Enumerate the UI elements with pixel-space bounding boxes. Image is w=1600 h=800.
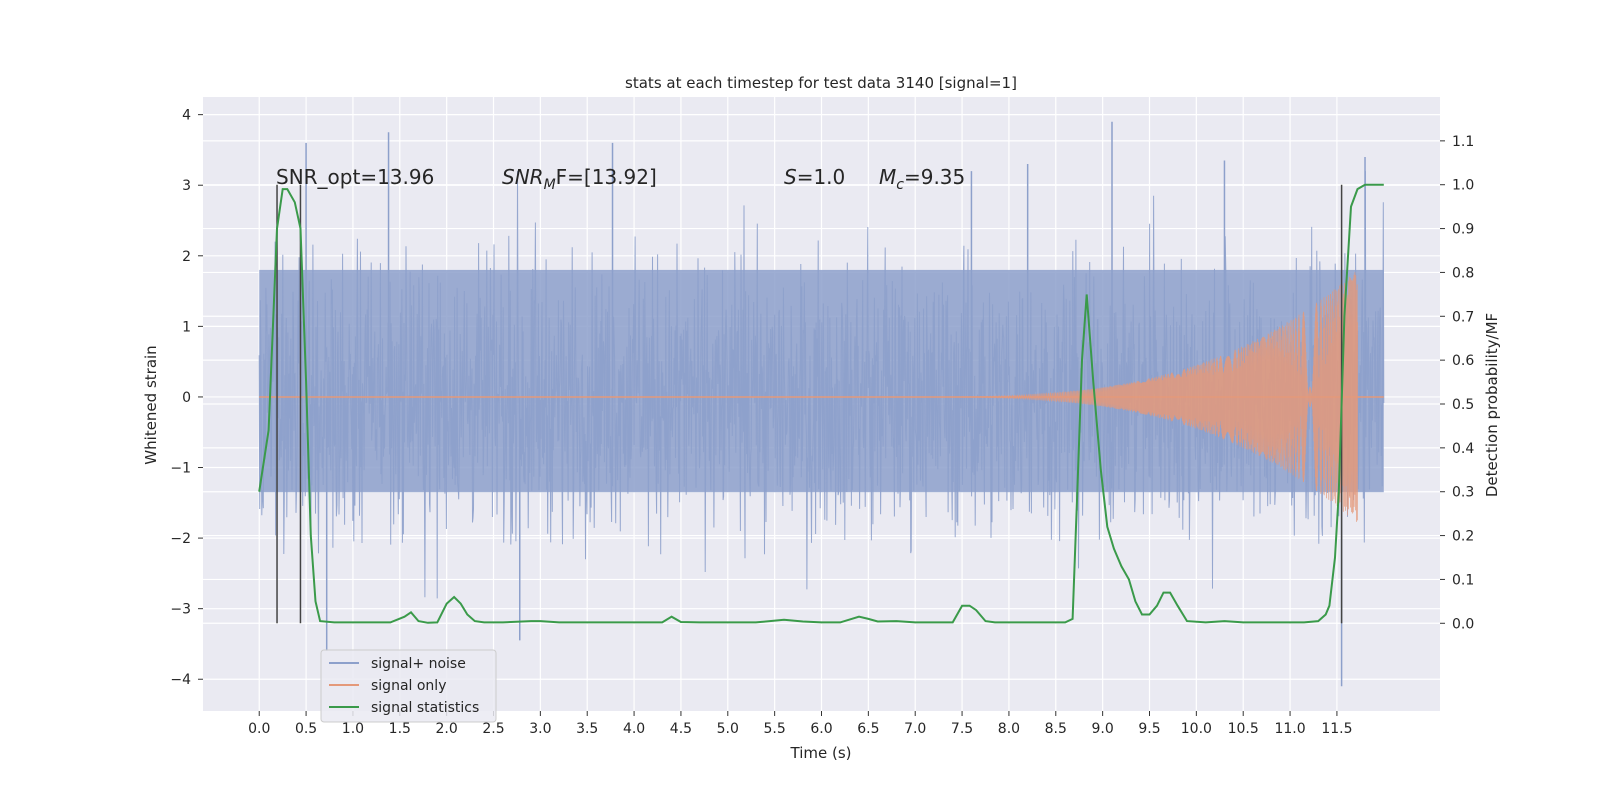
x-tick-label: 8.5: [1045, 721, 1067, 737]
y-tick-label: −3: [170, 602, 191, 618]
x-tick-label: 4.0: [623, 721, 645, 737]
annotation-s-rest: =1.0: [797, 165, 846, 189]
x-tick-label: 0.5: [295, 721, 317, 737]
annotation-snr-opt: SNR_opt=13.96: [276, 165, 434, 189]
y-tick-label: 1: [182, 319, 191, 335]
legend-label-signal-only: signal only: [371, 678, 446, 694]
series-signal-statistics: [258, 183, 1384, 624]
y-tick-label: 2: [182, 249, 191, 265]
annotation-mc: Mc=9.35: [879, 165, 965, 193]
x-tick-label: 2.0: [436, 721, 458, 737]
y-right-tick-label: 0.0: [1452, 616, 1474, 632]
x-tick-label: 3.5: [576, 721, 598, 737]
x-tick-label: 8.0: [998, 721, 1020, 737]
x-tick-label: 5.5: [764, 721, 786, 737]
y-axis-ticks: 4 3 2 1 0 −1 −2 −3 −4: [170, 108, 203, 688]
y-tick-label: 0: [182, 390, 191, 406]
annotation-snr-mf-main: SNR: [502, 165, 544, 189]
annotation-mc-main: M: [879, 165, 896, 189]
x-tick-label: 10.5: [1228, 721, 1259, 737]
x-tick-label: 10.0: [1181, 721, 1212, 737]
annotation-s: S=1.0: [784, 165, 845, 189]
y-tick-label: 3: [182, 178, 191, 194]
y-right-tick-label: 0.6: [1452, 353, 1474, 369]
legend-box: [320, 649, 497, 723]
annotation-mc-rest: =9.35: [904, 165, 965, 189]
y-tick-label: −1: [170, 461, 191, 477]
y-tick-label: 4: [182, 108, 191, 124]
annotation-mc-sub: c: [896, 177, 904, 193]
x-tick-label: 0.0: [248, 721, 270, 737]
signal-only-chirp: [896, 272, 1358, 522]
y-tick-label: −2: [170, 531, 191, 547]
x-tick-label: 3.0: [529, 721, 551, 737]
chart-title: stats at each timestep for test data 314…: [625, 74, 1017, 92]
x-tick-label: 4.5: [670, 721, 692, 737]
legend-label-signal-statistics: signal statistics: [371, 700, 479, 716]
y-right-axis-ticks: 1.1 1.0 0.9 0.8 0.7 0.6 0.5 0.4 0.3 0.2 0.1 0.0: [1440, 134, 1474, 632]
y-right-tick-label: 0.7: [1452, 309, 1474, 325]
series-signal-only: [259, 272, 1384, 522]
x-tick-label: 11.0: [1274, 721, 1305, 737]
x-tick-label: 2.5: [482, 721, 504, 737]
y-axis-label: Whitened strain: [142, 345, 160, 464]
x-tick-label: 7.5: [951, 721, 973, 737]
x-tick-label: 6.0: [810, 721, 832, 737]
x-tick-label: 11.5: [1321, 721, 1352, 737]
y-right-tick-label: 0.2: [1452, 529, 1474, 545]
annotation-s-main: S: [784, 165, 797, 189]
annotation-snr-mf: SNRMF=[13.92]: [502, 165, 657, 193]
y-right-tick-label: 0.1: [1452, 572, 1474, 588]
y-right-tick-label: 0.8: [1452, 265, 1474, 281]
x-tick-label: 9.5: [1138, 721, 1160, 737]
y-right-tick-label: 0.5: [1452, 397, 1474, 413]
y-right-tick-label: 1.1: [1452, 134, 1474, 150]
y-right-axis-label: Detection probability/MF: [1483, 313, 1501, 497]
y-right-tick-label: 0.9: [1452, 222, 1474, 238]
signal-statistics-line: [258, 183, 1384, 624]
y-tick-label: −4: [170, 672, 191, 688]
x-tick-label: 7.0: [904, 721, 926, 737]
y-right-tick-label: 0.3: [1452, 485, 1474, 501]
y-right-tick-label: 0.4: [1452, 441, 1474, 457]
x-tick-label: 5.0: [717, 721, 739, 737]
x-tick-label: 1.5: [389, 721, 411, 737]
y-right-tick-label: 1.0: [1452, 178, 1474, 194]
x-axis-label: Time (s): [790, 744, 852, 762]
annotation-snr-mf-rest: F=[13.92]: [556, 165, 657, 189]
x-axis-ticks: 0.0 0.5 1.0 1.5 2.0 2.5 3.0 3.5 4.0 4.5 5.0 5.5 6.0 6…: [248, 711, 1353, 737]
annotation-snr-mf-sub: M: [544, 177, 556, 193]
legend: signal+ noise signal only signal statist…: [320, 649, 497, 723]
annotations: SNR_opt=13.96 SNRMF=[13.92] S=1.0 Mc=9.3…: [276, 165, 965, 193]
legend-label-signal-noise: signal+ noise: [371, 656, 466, 672]
x-tick-label: 1.0: [342, 721, 364, 737]
x-tick-label: 6.5: [857, 721, 879, 737]
x-tick-label: 9.0: [1092, 721, 1114, 737]
